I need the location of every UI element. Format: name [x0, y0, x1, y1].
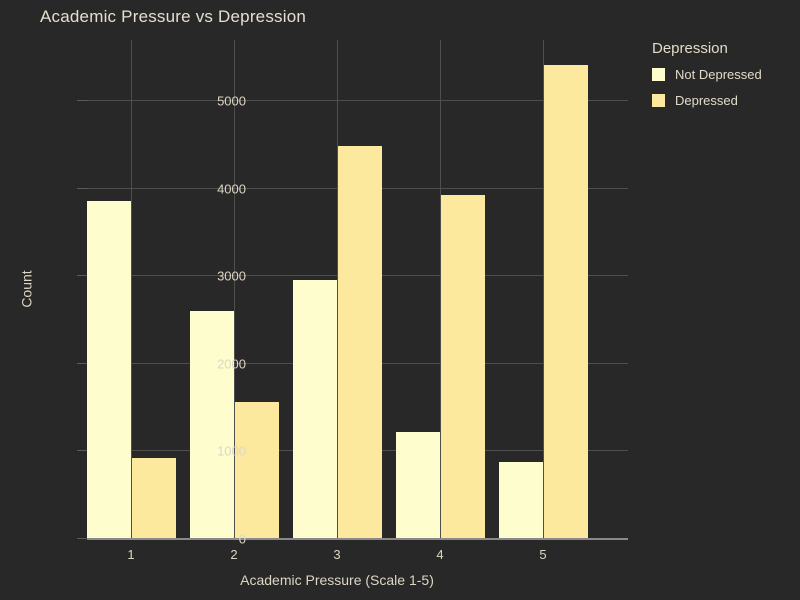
x-tick-label: 1: [127, 547, 135, 562]
y-tick-mark: [77, 100, 88, 102]
x-axis-title: Academic Pressure (Scale 1-5): [240, 572, 434, 588]
bar-depressed-x4: [440, 194, 485, 539]
bar-depressed-x1: [131, 457, 176, 539]
legend: Depression Not Depressed Depressed: [652, 40, 797, 119]
bar-depressed-x2: [234, 402, 279, 539]
legend-item-depressed[interactable]: Depressed: [652, 93, 797, 108]
bar-not-depressed-x2: [189, 311, 234, 539]
plot-area: [77, 40, 628, 540]
y-tick-label: 4000: [217, 181, 246, 197]
y-tick-mark: [77, 450, 88, 452]
v-gridline: [131, 40, 132, 539]
y-tick-label: 1000: [217, 443, 246, 459]
y-tick-mark: [77, 362, 88, 364]
x-axis-line: [87, 538, 628, 540]
legend-item-not-depressed[interactable]: Not Depressed: [652, 67, 797, 82]
bar-depressed-x5: [543, 64, 588, 539]
bar-not-depressed-x4: [395, 432, 440, 539]
bar-not-depressed-x5: [498, 462, 543, 539]
bar-not-depressed-x1: [86, 201, 131, 539]
chart-title: Academic Pressure vs Depression: [40, 7, 307, 26]
bar-not-depressed-x3: [292, 279, 337, 539]
legend-title: Depression: [652, 40, 728, 57]
y-tick-mark: [77, 275, 88, 277]
y-tick-label: 2000: [217, 356, 246, 372]
y-tick-label: 3000: [217, 268, 246, 284]
legend-label: Not Depressed: [675, 67, 762, 82]
x-tick-label: 4: [436, 547, 444, 562]
y-tick-mark: [77, 187, 88, 189]
x-tick-label: 5: [539, 547, 547, 562]
v-gridline: [234, 40, 235, 539]
x-tick-label: 2: [230, 547, 238, 562]
bar-depressed-x3: [337, 145, 382, 539]
y-tick-label: 5000: [217, 93, 246, 109]
legend-swatch: [652, 68, 665, 81]
y-tick-label: 0: [238, 531, 246, 547]
x-tick-label: 3: [333, 547, 341, 562]
legend-label: Depressed: [675, 93, 738, 108]
legend-swatch: [652, 94, 665, 107]
y-axis-title: Count: [18, 270, 35, 308]
h-gridline: [88, 100, 628, 102]
y-tick-mark: [77, 538, 88, 539]
